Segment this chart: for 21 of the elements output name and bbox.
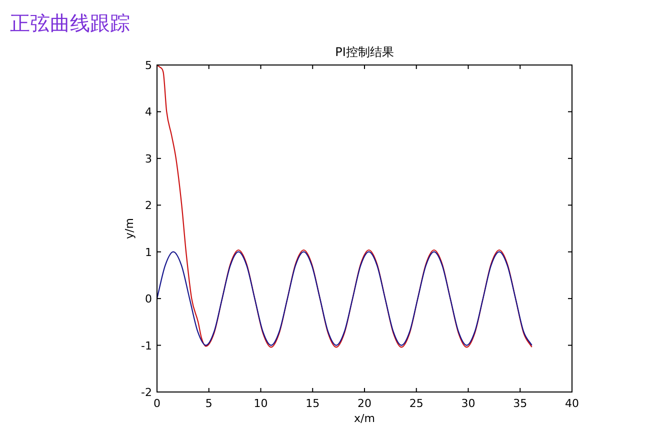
y-tick-label: 3 — [145, 152, 152, 166]
y-tick-label: -1 — [141, 339, 152, 352]
x-tick-label: 5 — [205, 397, 212, 410]
y-axis-title: y/m — [123, 218, 136, 239]
y-tick-label: -2 — [141, 386, 152, 399]
x-tick-label: 30 — [461, 397, 476, 410]
y-tick-label: 4 — [145, 106, 152, 119]
x-tick-label: 10 — [254, 397, 268, 410]
x-tick-label: 25 — [409, 397, 424, 410]
x-axis-title: x/m — [354, 412, 375, 425]
chart-title: PI控制结果 — [335, 45, 394, 59]
x-tick-label: 15 — [306, 397, 320, 410]
x-tick-label: 0 — [154, 397, 160, 410]
y-tick-label: 0 — [145, 292, 152, 306]
y-tick-label: 5 — [145, 59, 152, 72]
y-tick-label: 1 — [145, 246, 152, 259]
x-tick-label: 35 — [513, 397, 528, 410]
x-tick-label: 40 — [565, 397, 579, 410]
text: 正弦曲线跟踪 — [10, 11, 130, 35]
y-tick-label: 2 — [145, 199, 152, 212]
x-tick-label: 20 — [358, 397, 372, 410]
